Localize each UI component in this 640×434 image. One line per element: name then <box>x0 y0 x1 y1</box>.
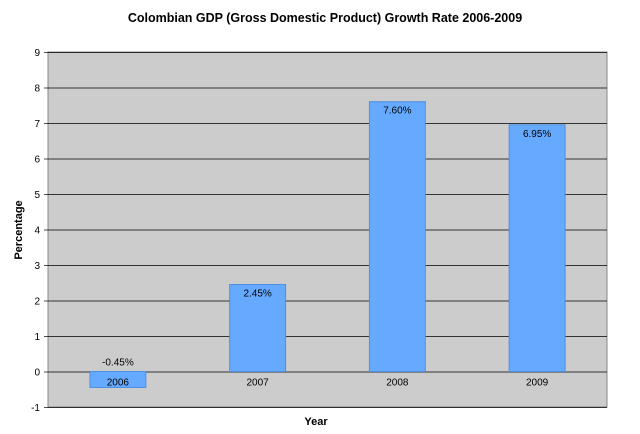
y-tick-label: 5 <box>34 190 40 201</box>
y-tick-label: 2 <box>34 297 40 308</box>
x-tick-label: 2007 <box>247 378 270 389</box>
chart-title: Colombian GDP (Gross Domestic Product) G… <box>128 11 522 25</box>
y-tick-label: 0 <box>34 368 40 379</box>
bars <box>89 101 566 388</box>
y-tick-label: 1 <box>34 332 40 343</box>
y-tick-label: 7 <box>34 119 40 130</box>
data-label: 2.45% <box>243 289 271 300</box>
x-tick-label: 2008 <box>386 378 409 389</box>
data-label: 6.95% <box>523 129 551 140</box>
bar-2008 <box>368 101 426 372</box>
y-tick-label: 8 <box>34 84 40 95</box>
bar-2006 <box>89 371 147 388</box>
y-tick-label: -1 <box>31 403 40 414</box>
y-axis-label: Percentage <box>13 200 25 259</box>
x-axis-label: Year <box>304 416 328 428</box>
y-tick-label: 9 <box>34 48 40 59</box>
y-axis-ticks: -1 0 1 2 3 4 5 6 7 8 9 <box>31 48 48 414</box>
x-axis-categories: 2006 2007 2008 2009 <box>107 378 549 389</box>
x-tick-label: 2009 <box>526 378 549 389</box>
data-label: 7.60% <box>383 106 411 117</box>
data-labels: -0.45% 2.45% 7.60% 6.95% <box>102 106 551 369</box>
y-tick-label: 6 <box>34 155 40 166</box>
y-tick-label: 3 <box>34 261 40 272</box>
x-tick-label: 2006 <box>107 378 130 389</box>
bar-2009 <box>508 124 566 373</box>
y-tick-label: 4 <box>34 226 40 237</box>
data-label: -0.45% <box>102 358 134 369</box>
bar-2007 <box>229 284 287 372</box>
